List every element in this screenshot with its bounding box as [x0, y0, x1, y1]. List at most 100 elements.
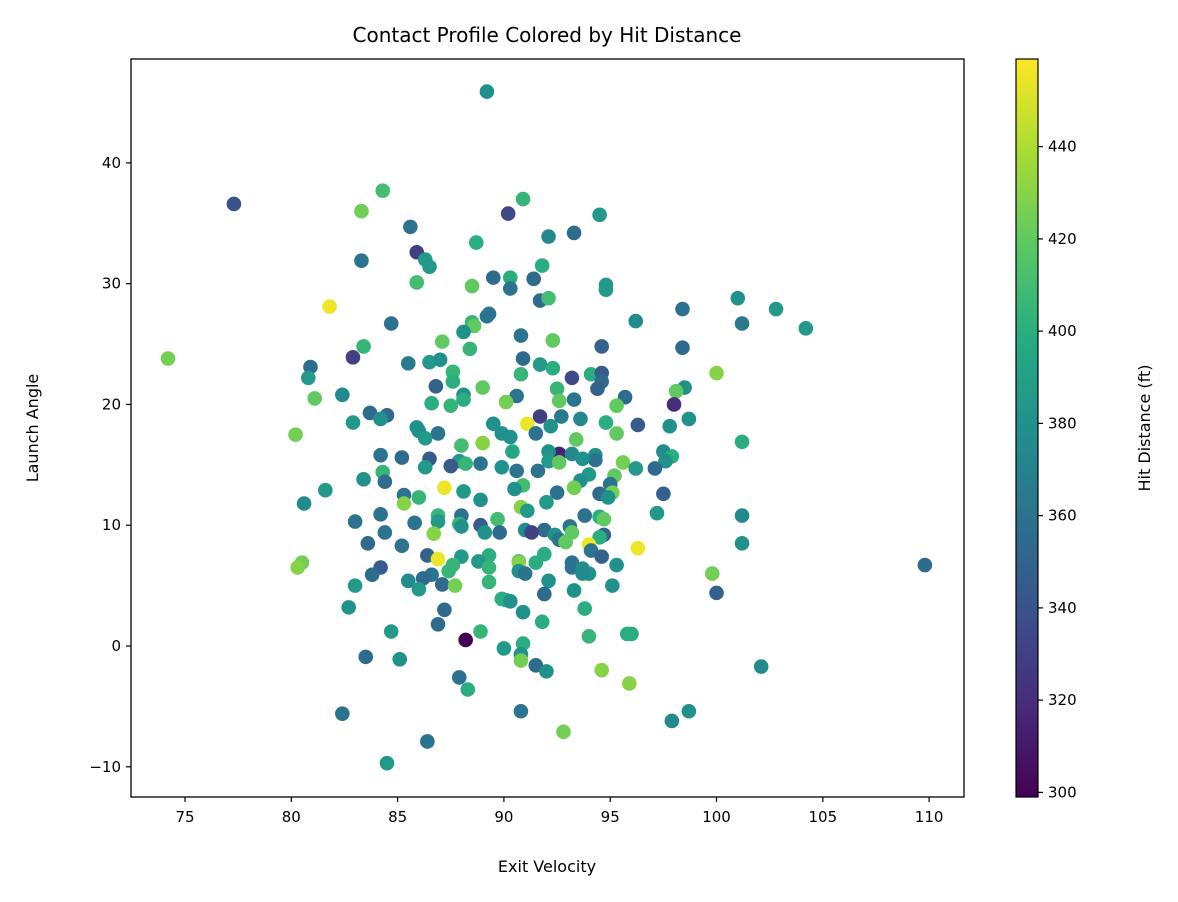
- data-point: [577, 508, 593, 523]
- data-point: [360, 536, 376, 551]
- data-point: [515, 191, 531, 207]
- data-point: [409, 275, 425, 290]
- data-point: [377, 474, 393, 490]
- data-point: [490, 511, 505, 527]
- data-point: [417, 459, 433, 475]
- data-point: [496, 641, 512, 656]
- data-point: [468, 235, 484, 250]
- data-point: [341, 600, 357, 615]
- data-point: [594, 549, 610, 564]
- chart-title: Contact Profile Colored by Hit Distance: [353, 23, 742, 47]
- data-point: [647, 461, 663, 476]
- y-axis-ticks: −10 0 10 20 30 40: [89, 154, 131, 776]
- data-point: [396, 496, 412, 511]
- data-point: [430, 426, 446, 441]
- data-point: [434, 577, 450, 592]
- data-point: [303, 359, 318, 375]
- data-point: [430, 551, 446, 567]
- data-point: [411, 490, 427, 505]
- data-point: [530, 463, 546, 479]
- x-tick-label: 85: [388, 808, 407, 826]
- data-point: [434, 334, 450, 349]
- data-point: [549, 485, 565, 500]
- points-layer: [160, 84, 933, 771]
- data-point: [575, 566, 590, 581]
- data-point: [335, 387, 350, 403]
- data-point: [541, 453, 556, 469]
- data-point: [451, 670, 467, 685]
- data-point: [656, 486, 671, 502]
- data-point: [515, 604, 531, 620]
- data-point: [428, 379, 444, 394]
- data-point: [394, 538, 410, 554]
- data-point: [445, 374, 461, 389]
- data-point: [394, 450, 410, 465]
- data-point: [290, 560, 305, 575]
- colorbar-tick-label: 340: [1048, 599, 1077, 617]
- data-point: [426, 526, 442, 541]
- data-point: [537, 586, 552, 602]
- data-point: [301, 370, 316, 386]
- data-point: [598, 282, 614, 298]
- data-point: [500, 206, 516, 221]
- y-tick-label: 10: [102, 516, 121, 534]
- data-point: [335, 706, 350, 721]
- data-point: [160, 351, 176, 366]
- data-point: [513, 328, 529, 343]
- data-point: [494, 459, 510, 475]
- data-point: [485, 270, 501, 285]
- data-point: [528, 426, 544, 441]
- data-point: [666, 397, 682, 412]
- data-point: [575, 451, 590, 467]
- x-tick-label: 100: [702, 808, 731, 826]
- data-point: [358, 649, 374, 665]
- y-tick-label: 40: [102, 154, 121, 172]
- colorbar-tick-label: 440: [1048, 138, 1077, 156]
- data-point: [566, 583, 582, 598]
- data-point: [734, 508, 750, 523]
- data-point: [430, 616, 446, 632]
- data-point: [630, 417, 646, 433]
- data-point: [798, 321, 814, 336]
- data-point: [456, 484, 471, 499]
- data-point: [443, 458, 459, 474]
- data-point: [347, 578, 363, 593]
- data-point: [505, 444, 520, 459]
- data-point: [551, 455, 567, 470]
- data-point: [543, 418, 558, 434]
- data-point: [485, 416, 501, 432]
- colorbar-label: Hit Distance (ft): [1135, 365, 1154, 492]
- data-point: [403, 219, 418, 235]
- data-point: [454, 519, 469, 534]
- data-point: [675, 301, 690, 317]
- data-point: [354, 253, 369, 269]
- data-point: [379, 755, 395, 771]
- data-point: [441, 563, 456, 579]
- data-point: [681, 703, 697, 719]
- colorbar-tick-label: 380: [1048, 414, 1077, 432]
- data-point: [407, 515, 422, 531]
- data-point: [709, 365, 724, 381]
- data-point: [515, 636, 531, 651]
- data-point: [581, 629, 597, 644]
- colorbar-tick-label: 300: [1048, 783, 1077, 801]
- data-point: [551, 393, 567, 409]
- data-point: [528, 658, 544, 673]
- data-point: [288, 427, 303, 442]
- data-point: [583, 366, 599, 382]
- data-point: [513, 653, 529, 668]
- data-point: [662, 418, 678, 434]
- data-point: [462, 341, 478, 357]
- data-point: [534, 258, 550, 273]
- colorbar-tick-label: 360: [1048, 507, 1077, 525]
- data-point: [730, 290, 746, 306]
- colorbar: [1015, 58, 1039, 798]
- y-tick-label: 30: [102, 275, 121, 293]
- data-point: [568, 432, 584, 447]
- data-point: [473, 456, 488, 471]
- data-point: [681, 411, 697, 427]
- data-point: [296, 496, 312, 511]
- data-point: [658, 453, 673, 469]
- y-tick-label: −10: [89, 758, 121, 776]
- data-point: [364, 567, 380, 583]
